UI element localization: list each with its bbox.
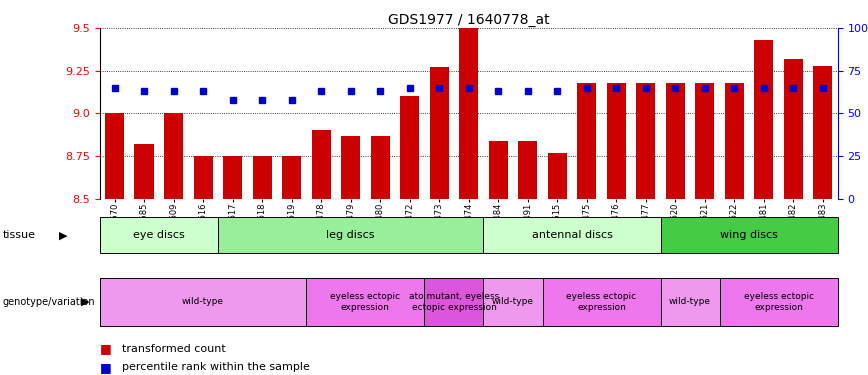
Text: transformed count: transformed count xyxy=(122,344,226,354)
Bar xyxy=(542,278,661,326)
Bar xyxy=(483,217,661,253)
Bar xyxy=(194,156,213,199)
Bar xyxy=(725,83,744,199)
Text: wild-type: wild-type xyxy=(182,297,224,306)
Bar xyxy=(282,156,301,199)
Bar xyxy=(223,156,242,199)
Bar xyxy=(661,217,838,253)
Text: wild-type: wild-type xyxy=(669,297,711,306)
Bar xyxy=(483,278,542,326)
Bar xyxy=(135,144,154,199)
Bar xyxy=(607,83,626,199)
Bar xyxy=(813,66,832,199)
Bar xyxy=(105,113,124,199)
Text: eyeless ectopic
expression: eyeless ectopic expression xyxy=(331,292,400,312)
Bar xyxy=(548,153,567,199)
Bar xyxy=(371,136,390,199)
Title: GDS1977 / 1640778_at: GDS1977 / 1640778_at xyxy=(388,13,549,27)
Text: antennal discs: antennal discs xyxy=(531,230,613,240)
Text: eyeless ectopic
expression: eyeless ectopic expression xyxy=(744,292,813,312)
Bar xyxy=(430,68,449,199)
Bar xyxy=(100,217,218,253)
Bar xyxy=(459,28,478,199)
Text: eye discs: eye discs xyxy=(133,230,185,240)
Text: ■: ■ xyxy=(100,342,112,355)
Bar xyxy=(341,136,360,199)
Text: ▶: ▶ xyxy=(59,230,68,240)
Text: ▶: ▶ xyxy=(81,297,89,307)
Bar xyxy=(312,130,331,199)
Text: eyeless ectopic
expression: eyeless ectopic expression xyxy=(567,292,636,312)
Text: wing discs: wing discs xyxy=(720,230,778,240)
Bar xyxy=(666,83,685,199)
Bar xyxy=(489,141,508,199)
Bar xyxy=(164,113,183,199)
Text: ■: ■ xyxy=(100,361,112,374)
Text: percentile rank within the sample: percentile rank within the sample xyxy=(122,363,309,372)
Bar xyxy=(424,278,483,326)
Bar xyxy=(253,156,272,199)
Bar xyxy=(720,278,838,326)
Bar xyxy=(695,83,714,199)
Text: tissue: tissue xyxy=(3,230,36,240)
Bar xyxy=(518,141,537,199)
Bar xyxy=(577,83,596,199)
Text: leg discs: leg discs xyxy=(326,230,375,240)
Bar xyxy=(661,278,720,326)
Text: ato mutant, eyeless
ectopic expression: ato mutant, eyeless ectopic expression xyxy=(409,292,499,312)
Bar xyxy=(306,278,424,326)
Bar xyxy=(636,83,655,199)
Text: genotype/variation: genotype/variation xyxy=(3,297,95,307)
Bar xyxy=(754,40,773,199)
Bar xyxy=(100,278,306,326)
Bar xyxy=(784,59,803,199)
Bar xyxy=(400,96,419,199)
Bar xyxy=(218,217,483,253)
Text: wild-type: wild-type xyxy=(492,297,534,306)
